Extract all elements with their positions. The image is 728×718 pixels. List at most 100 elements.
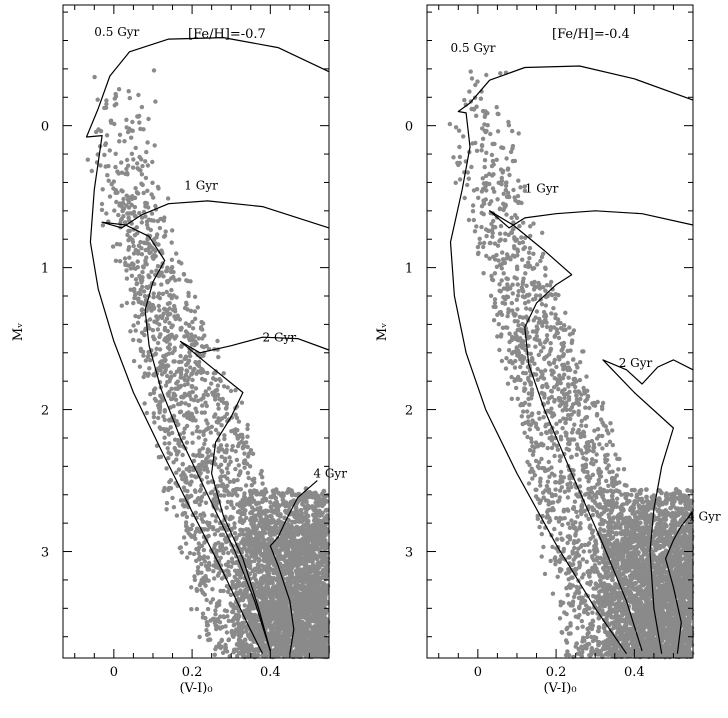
star-point bbox=[143, 214, 148, 219]
star-point bbox=[222, 493, 227, 498]
star-point bbox=[208, 490, 213, 496]
star-point bbox=[218, 544, 223, 549]
star-point bbox=[166, 278, 171, 284]
star-point bbox=[166, 456, 171, 461]
star-point bbox=[288, 556, 294, 562]
star-point bbox=[227, 455, 232, 460]
star-point bbox=[256, 627, 262, 633]
star-point bbox=[163, 383, 169, 388]
star-point bbox=[112, 96, 118, 101]
star-point bbox=[113, 258, 119, 263]
star-point bbox=[124, 276, 130, 281]
star-point bbox=[144, 262, 149, 267]
star-point bbox=[117, 139, 122, 144]
star-point bbox=[168, 370, 173, 375]
star-point bbox=[551, 306, 556, 311]
star-point bbox=[292, 543, 298, 549]
star-point bbox=[190, 522, 195, 528]
star-point bbox=[199, 319, 204, 325]
star-point bbox=[273, 634, 279, 639]
star-point bbox=[275, 553, 281, 559]
star-point bbox=[164, 289, 169, 295]
star-point bbox=[171, 404, 176, 409]
star-point bbox=[112, 103, 117, 108]
star-point bbox=[124, 300, 130, 306]
star-point bbox=[156, 303, 161, 309]
star-point bbox=[124, 166, 129, 172]
star-point bbox=[197, 462, 202, 468]
star-point bbox=[214, 528, 220, 533]
star-point bbox=[317, 641, 323, 647]
star-point bbox=[462, 97, 467, 103]
star-point bbox=[237, 519, 243, 524]
star-point bbox=[564, 611, 569, 617]
star-point bbox=[246, 475, 251, 481]
star-point bbox=[239, 400, 245, 405]
star-point bbox=[212, 546, 217, 551]
star-point bbox=[219, 474, 224, 479]
star-point bbox=[157, 347, 163, 352]
star-point bbox=[203, 500, 209, 505]
star-point bbox=[260, 475, 265, 480]
star-point bbox=[249, 521, 254, 527]
star-point bbox=[146, 246, 151, 251]
star-point bbox=[169, 396, 174, 402]
star-point bbox=[208, 430, 213, 435]
star-point bbox=[315, 524, 321, 529]
star-point bbox=[224, 411, 230, 417]
star-point bbox=[272, 584, 278, 590]
star-point bbox=[313, 553, 319, 559]
star-point bbox=[257, 520, 263, 525]
star-point bbox=[216, 625, 222, 630]
star-point bbox=[113, 190, 118, 195]
star-point bbox=[277, 637, 283, 642]
star-point bbox=[241, 440, 246, 446]
star-point bbox=[211, 392, 216, 397]
star-point bbox=[491, 318, 497, 323]
star-point bbox=[225, 476, 230, 481]
star-point bbox=[205, 392, 210, 398]
star-point bbox=[159, 282, 164, 287]
star-point bbox=[236, 632, 242, 638]
star-point bbox=[127, 255, 132, 260]
star-point bbox=[192, 294, 198, 299]
star-point bbox=[228, 388, 234, 394]
star-point bbox=[204, 418, 209, 423]
star-point bbox=[165, 446, 170, 451]
star-point bbox=[141, 353, 146, 358]
star-point bbox=[195, 571, 201, 576]
star-point bbox=[309, 651, 315, 657]
star-point bbox=[204, 628, 209, 633]
star-point bbox=[322, 643, 328, 649]
star-point bbox=[175, 313, 180, 318]
star-point bbox=[274, 570, 280, 576]
star-point bbox=[204, 632, 210, 637]
star-point bbox=[180, 476, 185, 482]
star-point bbox=[260, 481, 265, 486]
star-point bbox=[269, 629, 274, 635]
star-point bbox=[201, 547, 207, 553]
star-point bbox=[260, 580, 266, 586]
star-point bbox=[131, 358, 137, 364]
star-point bbox=[180, 394, 185, 399]
star-point bbox=[199, 587, 204, 593]
star-point bbox=[192, 574, 197, 579]
star-point bbox=[140, 311, 146, 317]
star-point bbox=[99, 201, 105, 207]
star-point bbox=[98, 163, 103, 168]
star-point bbox=[232, 531, 238, 536]
star-point bbox=[119, 303, 125, 308]
star-point bbox=[188, 365, 193, 370]
star-point bbox=[231, 505, 236, 511]
star-point bbox=[258, 505, 263, 510]
star-point bbox=[137, 120, 142, 125]
star-point bbox=[202, 592, 207, 597]
star-point bbox=[226, 550, 231, 556]
star-point bbox=[145, 226, 151, 231]
star-point bbox=[183, 321, 189, 326]
y-tick-label: 0 bbox=[41, 120, 49, 135]
star-point bbox=[272, 509, 278, 515]
star-point bbox=[550, 544, 555, 550]
star-point bbox=[292, 585, 298, 590]
